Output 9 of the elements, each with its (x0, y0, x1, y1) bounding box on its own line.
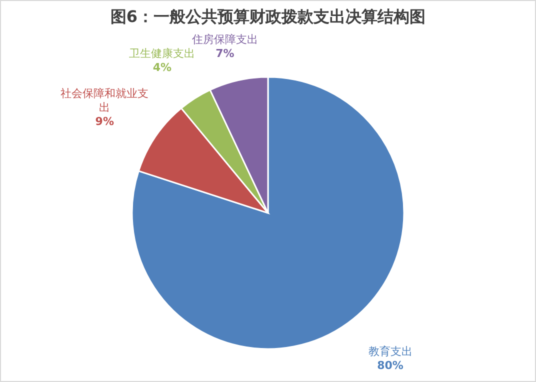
slice-label: 教育支出 (368, 344, 412, 358)
data-label: 4% (152, 61, 172, 74)
slice-label: 住房保障支出 (192, 33, 258, 46)
slice-label: 社会保障和就业支出 (60, 86, 149, 114)
slice-label: 卫生健康支出 (129, 47, 196, 60)
data-label: 80% (377, 358, 404, 372)
data-label: 7% (216, 47, 234, 60)
chart-title: 图6：一般公共预算财政拨款支出决算结构图 (109, 7, 427, 28)
data-label: 9% (95, 114, 114, 128)
